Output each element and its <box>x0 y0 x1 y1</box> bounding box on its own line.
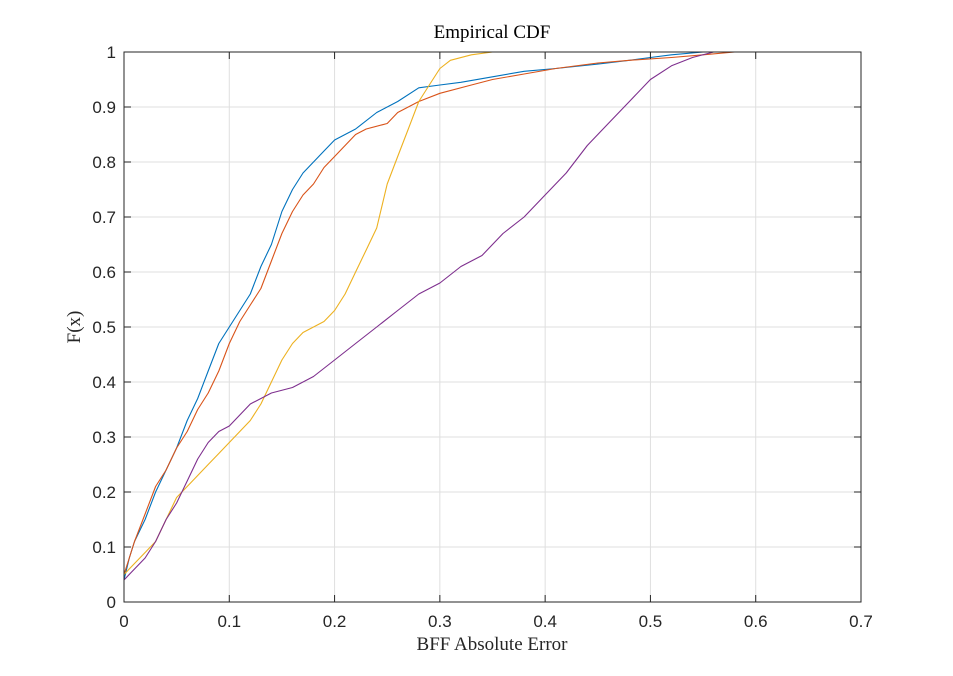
y-tick-label: 0.2 <box>92 483 116 502</box>
y-tick-label: 0 <box>107 593 116 612</box>
y-tick-label: 0.6 <box>92 263 116 282</box>
series-line-4 <box>123 51 756 581</box>
x-tick-label: 0.3 <box>428 612 452 631</box>
y-tick-label: 0.5 <box>92 318 116 337</box>
x-tick-label: 0.4 <box>533 612 557 631</box>
axis-ticks: 0 0.1 0.2 0.3 0.4 0.5 0.6 0.7 0 0.1 0.2 0.3 0.4 0.5 0.… <box>92 43 872 631</box>
x-tick-label: 0.1 <box>217 612 241 631</box>
x-axis-label: BFF Absolute Error <box>417 634 569 655</box>
x-tick-label: 0.6 <box>744 612 768 631</box>
x-tick-label: 0 <box>119 612 128 631</box>
y-tick-label: 0.1 <box>92 538 116 557</box>
series-line-3 <box>123 51 493 575</box>
y-axis-label: F(x) <box>64 311 85 344</box>
y-tick-label: 0.3 <box>92 428 116 447</box>
y-tick-label: 1 <box>107 43 116 62</box>
y-tick-label: 0.7 <box>92 208 116 227</box>
series-line-1 <box>123 51 772 581</box>
y-tick-label: 0.9 <box>92 98 116 117</box>
y-tick-label: 0.4 <box>92 373 116 392</box>
y-tick-label: 0.8 <box>92 153 116 172</box>
grid-lines <box>124 52 861 602</box>
x-tick-label: 0.5 <box>639 612 663 631</box>
chart-title: Empirical CDF <box>434 22 551 43</box>
series-line-2 <box>123 51 735 575</box>
series-lines <box>123 51 772 581</box>
x-tick-label: 0.7 <box>849 612 873 631</box>
x-tick-label: 0.2 <box>323 612 347 631</box>
